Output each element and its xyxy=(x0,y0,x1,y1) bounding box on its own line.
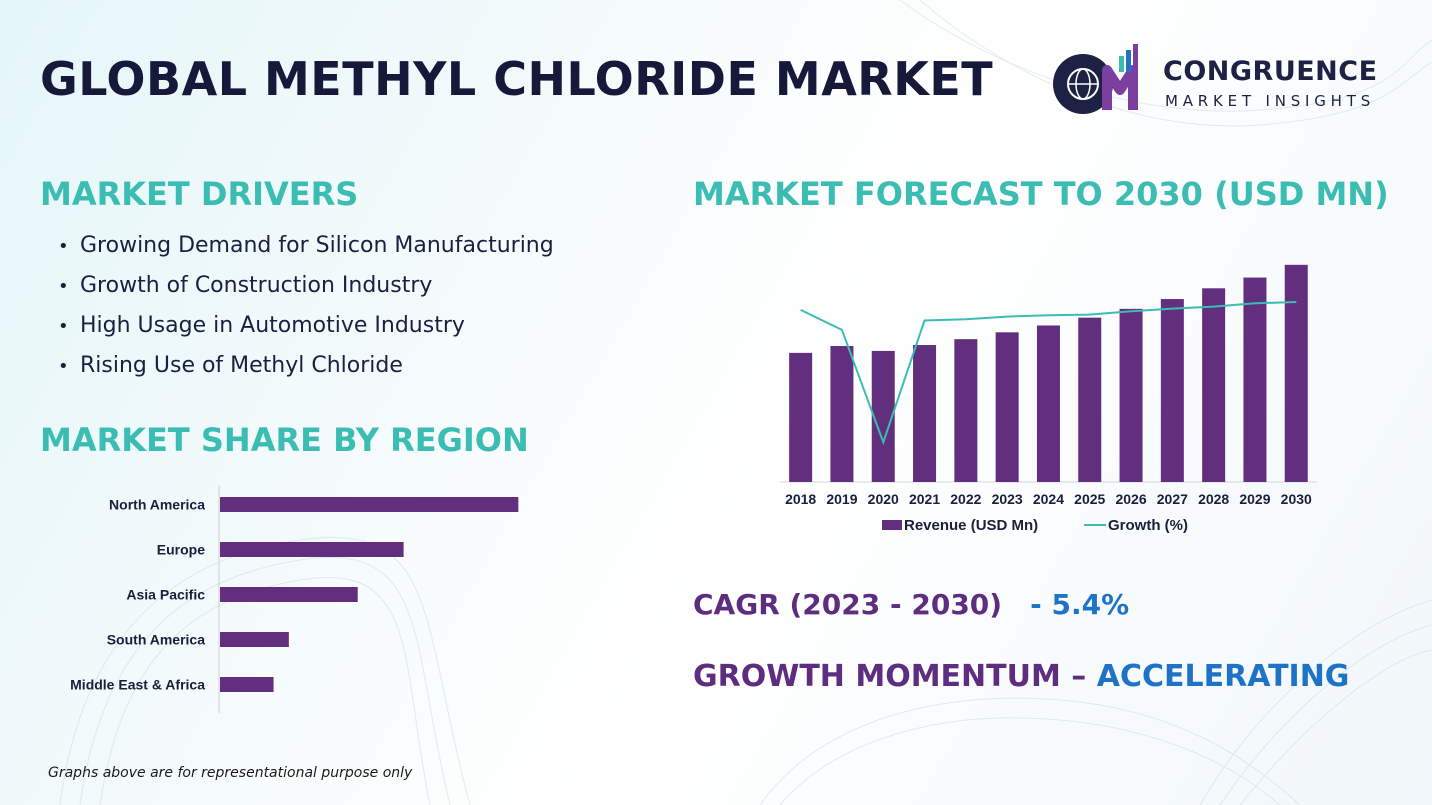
drivers-list: • Growing Demand for Silicon Manufacturin… xyxy=(58,230,554,390)
year-tick-label: 2026 xyxy=(1115,491,1146,507)
year-tick-label: 2029 xyxy=(1239,491,1270,507)
driver-text: Growing Demand for Silicon Manufacturing xyxy=(80,233,554,258)
cagr-label: CAGR (2023 - 2030) xyxy=(693,588,1003,621)
year-tick-label: 2022 xyxy=(950,491,981,507)
year-tick-label: 2030 xyxy=(1281,491,1312,507)
region-tick-label: South America xyxy=(107,632,205,648)
growth-momentum: GROWTH MOMENTUM – ACCELERATING xyxy=(693,659,1349,694)
region-tick-label: Europe xyxy=(157,542,205,558)
page-title: GLOBAL METHYL CHLORIDE MARKET xyxy=(40,52,994,106)
year-tick-label: 2024 xyxy=(1033,491,1064,507)
forecast-title: MARKET FORECAST TO 2030 (USD MN) xyxy=(693,175,1389,213)
region-bar-chart: North America Europe Asia Pacific South Ame… xyxy=(70,485,519,713)
revenue-bar xyxy=(1036,325,1060,482)
revenue-bar xyxy=(871,350,895,482)
momentum-value: ACCELERATING xyxy=(1096,659,1350,694)
logo-tagline: MARKET INSIGHTS xyxy=(1165,92,1376,110)
revenue-bar xyxy=(1078,317,1102,482)
revenue-bar xyxy=(995,332,1019,482)
company-logo: CONGRUENCE MARKET INSIGHTS xyxy=(1045,42,1405,117)
bullet-icon: • xyxy=(58,236,69,257)
logo-wordmark: CONGRUENCE xyxy=(1163,56,1378,87)
list-item: • Rising Use of Methyl Chloride xyxy=(58,350,554,390)
year-tick-label: 2027 xyxy=(1157,491,1188,507)
legend-growth-label: Growth (%) xyxy=(1108,517,1188,534)
forecast-combo-chart: 2018 2019 2020 2021 2022 2023 2024 2025 2026 2027… xyxy=(780,264,1317,534)
revenue-bar xyxy=(1160,299,1184,482)
region-bar xyxy=(220,542,404,557)
revenue-bar xyxy=(913,345,937,482)
revenue-bar xyxy=(954,339,978,482)
cagr-stat: CAGR (2023 - 2030) - 5.4% xyxy=(693,588,1129,621)
region-tick-label: North America xyxy=(109,497,205,513)
revenue-bar xyxy=(1284,264,1308,482)
driver-text: Growth of Construction Industry xyxy=(80,273,433,298)
year-tick-label: 2028 xyxy=(1198,491,1229,507)
logo-mark-icon xyxy=(1053,44,1138,114)
revenue-bar xyxy=(789,352,813,482)
cagr-value: - 5.4% xyxy=(1030,588,1130,621)
legend-revenue-label: Revenue (USD Mn) xyxy=(904,517,1038,534)
bullet-icon: • xyxy=(58,356,69,377)
driver-text: High Usage in Automotive Industry xyxy=(80,313,465,338)
region-title: MARKET SHARE BY REGION xyxy=(40,421,529,459)
revenue-bar xyxy=(830,346,854,482)
bullet-icon: • xyxy=(58,316,69,337)
bullet-icon: • xyxy=(58,276,69,297)
year-tick-label: 2021 xyxy=(909,491,940,507)
year-tick-label: 2018 xyxy=(785,491,816,507)
year-tick-label: 2019 xyxy=(826,491,857,507)
region-bar xyxy=(220,632,289,647)
region-bar xyxy=(220,677,274,692)
revenue-bar xyxy=(1119,308,1143,482)
legend-revenue-swatch xyxy=(882,520,902,530)
year-tick-label: 2020 xyxy=(868,491,899,507)
list-item: • Growing Demand for Silicon Manufacturin… xyxy=(58,230,554,270)
driver-text: Rising Use of Methyl Chloride xyxy=(80,353,403,378)
list-item: • Growth of Construction Industry xyxy=(58,270,554,310)
region-tick-label: Middle East & Africa xyxy=(70,677,205,693)
list-item: • High Usage in Automotive Industry xyxy=(58,310,554,350)
footnote: Graphs above are for representational pu… xyxy=(48,765,413,781)
region-bar xyxy=(220,587,358,602)
growth-line xyxy=(800,301,1297,446)
year-tick-label: 2023 xyxy=(992,491,1023,507)
region-tick-label: Asia Pacific xyxy=(126,587,205,603)
drivers-title: MARKET DRIVERS xyxy=(40,175,359,213)
region-bar xyxy=(220,497,519,512)
year-tick-label: 2025 xyxy=(1074,491,1105,507)
revenue-bar xyxy=(1243,277,1267,482)
momentum-label: GROWTH MOMENTUM – xyxy=(693,659,1087,694)
revenue-bar xyxy=(1202,288,1226,482)
